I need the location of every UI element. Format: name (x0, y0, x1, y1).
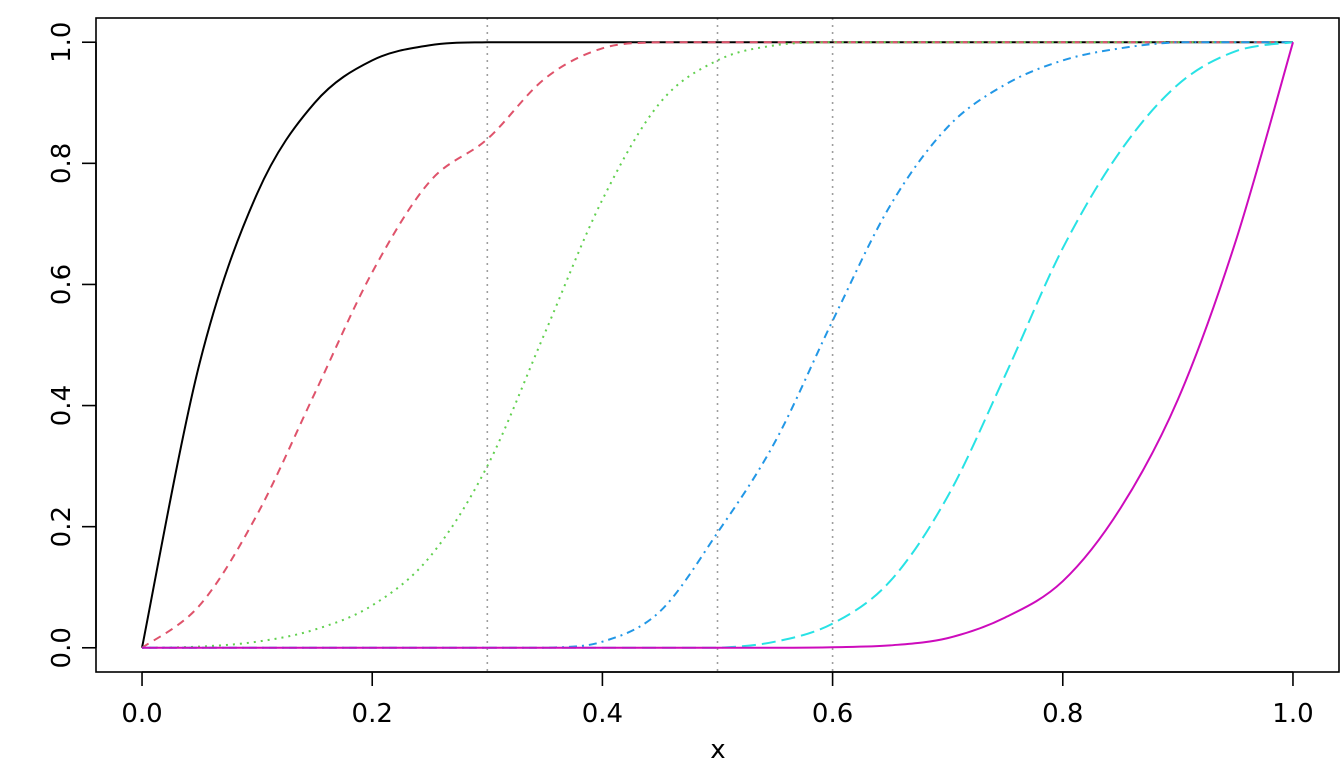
y-tick-label: 0.8 (47, 143, 77, 184)
series-line-6 (141, 41, 1294, 649)
series-line-3 (141, 41, 1293, 649)
y-axis: 0.0 0.2 0.4 0.6 0.8 1.0 (47, 22, 97, 668)
y-tick-label: 0.0 (47, 627, 77, 668)
series-line-2 (141, 41, 1293, 649)
x-tick-label: 1.0 (1272, 699, 1313, 729)
series-line-5 (141, 41, 1294, 649)
x-axis-title: x (710, 735, 725, 765)
y-tick-label: 0.6 (47, 264, 77, 305)
x-tick-label: 0.4 (582, 699, 623, 729)
y-tick-label: 0.2 (47, 506, 77, 547)
series-lines (141, 41, 1294, 649)
x-tick-label: 0.2 (352, 699, 393, 729)
x-tick-label: 0.8 (1042, 699, 1083, 729)
series-line-1 (141, 41, 1293, 648)
series-line-4 (141, 41, 1293, 649)
x-tick-label: 0.6 (812, 699, 853, 729)
y-tick-label: 1.0 (47, 22, 77, 63)
reference-lines (486, 18, 834, 672)
x-tick-label: 0.0 (121, 699, 162, 729)
x-axis: 0.0 0.2 0.4 0.6 0.8 1.0 (121, 671, 1314, 729)
y-tick-label: 0.4 (47, 385, 77, 426)
